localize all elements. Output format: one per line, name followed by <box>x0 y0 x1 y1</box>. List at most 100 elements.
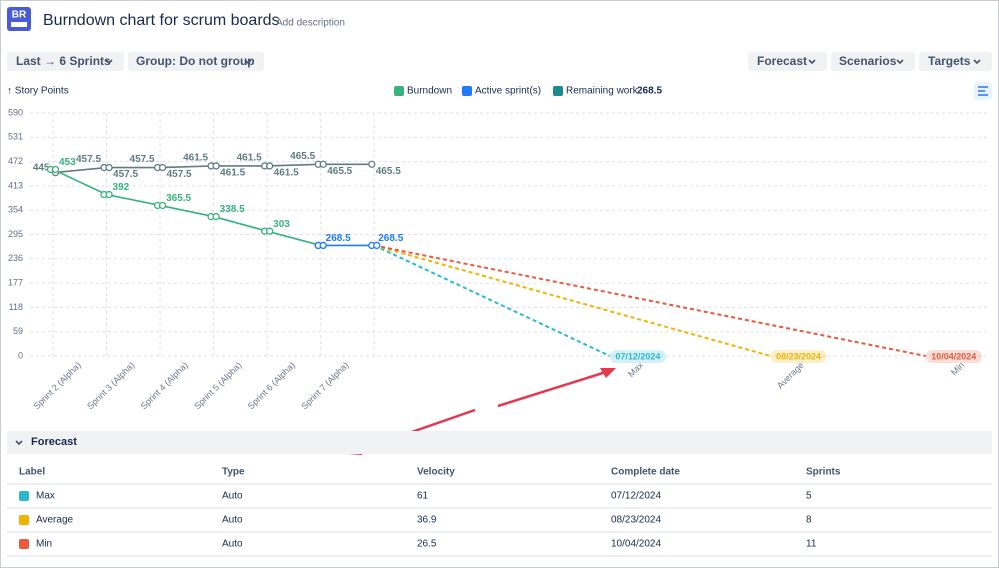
data-label: 453 <box>59 157 76 168</box>
scope-point <box>105 163 113 172</box>
section-title: Forecast <box>31 436 77 448</box>
data-label: 268.5 <box>326 233 351 244</box>
point <box>319 241 327 250</box>
logo-bar <box>11 22 27 27</box>
table-cell: 5 <box>806 491 812 502</box>
scope-label: 457.5 <box>113 169 138 180</box>
table-cell: 36.9 <box>417 515 437 526</box>
data-label: 268.5 <box>378 233 403 244</box>
add-description[interactable]: Add description <box>276 18 345 29</box>
legend-swatch <box>462 86 472 96</box>
column-header: Label <box>19 467 45 478</box>
y-tick-label: 236 <box>8 253 23 263</box>
annotation-arrow <box>497 370 607 408</box>
targets-button[interactable] <box>919 52 992 71</box>
color-swatch <box>19 491 29 501</box>
y-tick-label: 413 <box>8 180 23 190</box>
y-axis-label: ↑ Story Points <box>7 86 69 97</box>
table-cell: Auto <box>222 515 243 526</box>
scope-label: 457.5 <box>167 169 192 180</box>
chevron <box>896 59 904 65</box>
y-tick-label: 59 <box>13 326 23 336</box>
line <box>374 244 926 357</box>
y-tick-label: 590 <box>8 107 23 117</box>
color-swatch <box>19 539 29 549</box>
legend-label[interactable]: Remaining work <box>566 86 639 97</box>
table-cell: Max <box>36 491 55 502</box>
chevron <box>244 59 252 65</box>
scope-point <box>368 160 376 168</box>
point <box>266 227 274 235</box>
data-label: 392 <box>113 182 130 193</box>
table-cell: Average <box>36 515 74 526</box>
remaining-work-value: 268.5 <box>637 86 662 97</box>
scope-label: 457.5 <box>130 154 155 165</box>
table-cell: 26.5 <box>417 539 437 550</box>
scope-label: 461.5 <box>220 168 245 179</box>
y-tick-label: 0 <box>18 350 23 360</box>
legend-label[interactable]: Active sprint(s) <box>475 86 541 97</box>
table-cell: 08/23/2024 <box>611 515 661 526</box>
data-label: 365.5 <box>166 193 191 204</box>
logo-text: BR <box>12 10 27 21</box>
scenarios-button[interactable] <box>831 52 915 71</box>
y-tick-label: 354 <box>8 205 23 215</box>
options-icon <box>978 86 988 96</box>
page-title: Burndown chart for scrum boards <box>43 12 280 29</box>
chevron <box>105 59 113 65</box>
y-tick-label: 531 <box>8 132 23 142</box>
table-cell: Auto <box>222 539 243 550</box>
scope-label: 461.5 <box>183 153 208 164</box>
chevron <box>15 440 23 446</box>
sprint-range-button[interactable] <box>7 52 124 71</box>
y-tick-label: 118 <box>9 302 23 312</box>
scope-point <box>319 160 327 168</box>
button-label: Scenarios <box>839 54 897 68</box>
table-cell: Min <box>36 539 52 550</box>
button-label: Forecast <box>757 54 807 68</box>
forecast-date-pill <box>609 350 666 363</box>
point <box>212 212 220 221</box>
button-label: Group: Do not group <box>136 54 255 68</box>
legend-label[interactable]: Burndown <box>407 86 452 97</box>
table-cell: Auto <box>222 491 243 502</box>
scope-point <box>212 162 220 170</box>
scope-label: 461.5 <box>237 153 262 164</box>
table-cell: 11 <box>806 539 817 550</box>
chevron <box>808 59 816 65</box>
forecast-table: Label Type Velocity Complete date Sprints Max… <box>7 467 992 557</box>
forecast-date-pill <box>925 350 982 363</box>
button-label: Targets <box>928 54 971 68</box>
legend-swatch <box>394 86 404 96</box>
scope-label: 465.5 <box>327 166 352 177</box>
forecast-date: 07/12/2024 <box>615 351 660 361</box>
forecast-button[interactable] <box>748 52 827 71</box>
group-button[interactable] <box>128 52 264 71</box>
scope-point <box>266 162 274 170</box>
scope-label: 457.5 <box>76 154 101 165</box>
scope-label: 465.5 <box>376 166 401 177</box>
annotation-arrowhead <box>600 368 616 378</box>
table-cell: 10/04/2024 <box>611 539 661 550</box>
point <box>373 241 381 250</box>
column-header: Complete date <box>611 467 680 478</box>
column-header: Velocity <box>417 467 455 478</box>
scope-label: 445 <box>33 162 50 173</box>
forecast-section-header[interactable] <box>7 431 992 454</box>
scope-label: 465.5 <box>290 151 315 162</box>
column-header: Type <box>222 467 245 478</box>
scope-label: 461.5 <box>274 168 299 179</box>
column-header: Sprints <box>806 467 841 478</box>
scope-point <box>158 163 167 172</box>
chevron <box>973 59 981 65</box>
table-cell: 07/12/2024 <box>611 491 661 502</box>
y-tick-label: 472 <box>8 156 23 166</box>
line <box>373 244 611 357</box>
data-label: 338.5 <box>220 204 245 215</box>
point <box>158 201 167 210</box>
table-cell: 61 <box>417 491 429 502</box>
point <box>105 190 113 199</box>
color-swatch <box>19 515 29 525</box>
data-label: 303 <box>273 219 290 230</box>
